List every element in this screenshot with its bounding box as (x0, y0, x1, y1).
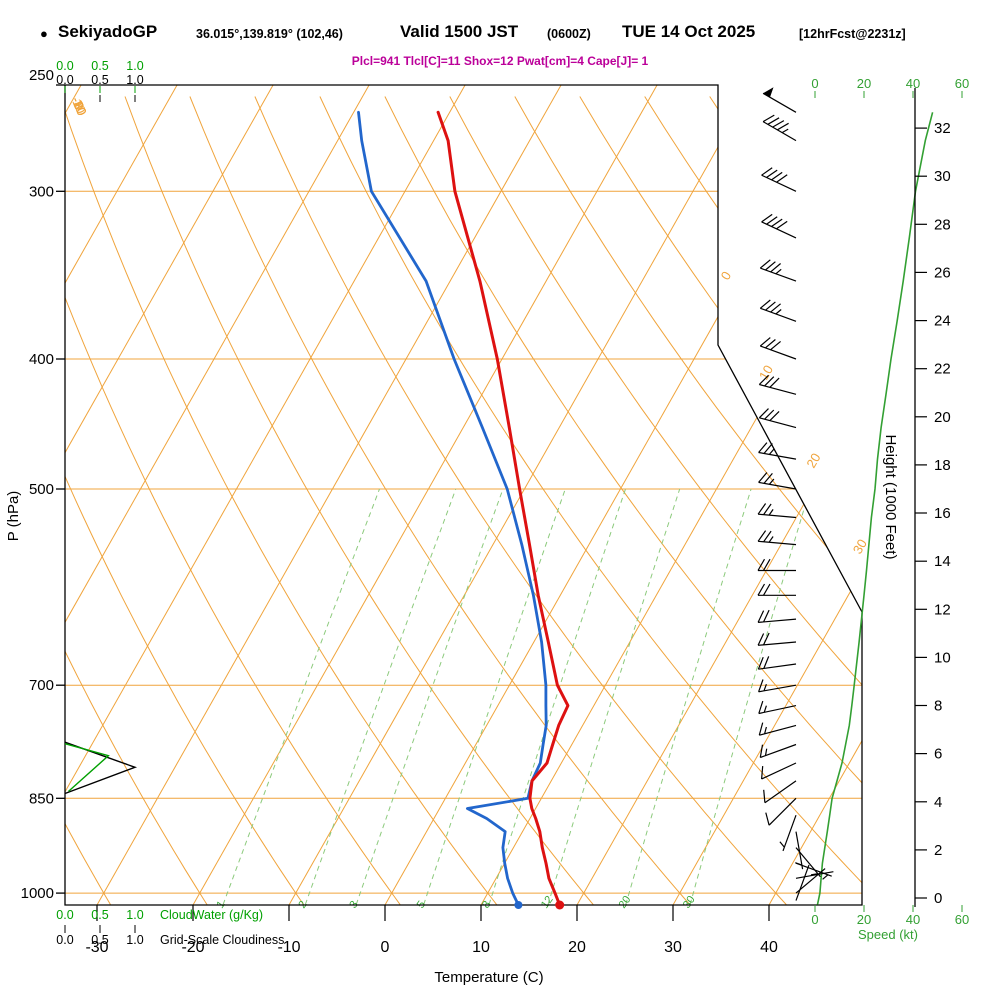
svg-text:0.5: 0.5 (91, 73, 108, 87)
mixing-ratio-labels: 1 2 3 5 8 12 20 30 (214, 894, 697, 911)
svg-text:0.0: 0.0 (56, 933, 73, 947)
svg-text:-30: -30 (85, 939, 108, 956)
svg-text:4: 4 (934, 794, 942, 811)
valid-date: TUE 14 Oct 2025 (622, 22, 756, 41)
svg-text:8: 8 (934, 698, 942, 715)
svg-text:24: 24 (934, 313, 951, 330)
svg-text:30: 30 (850, 536, 870, 556)
svg-text:40: 40 (760, 939, 778, 956)
svg-text:-10: -10 (277, 939, 300, 956)
svg-text:28: 28 (934, 216, 951, 233)
stability-indices: Plcl=941 Tlcl[C]=11 Shox=12 Pwat[cm]=4 C… (351, 54, 649, 68)
svg-text:P (hPa): P (hPa) (5, 491, 22, 542)
svg-text:30: 30 (681, 894, 698, 911)
svg-text:1.0: 1.0 (126, 908, 143, 922)
svg-text:10: 10 (472, 939, 490, 956)
svg-text:1.0: 1.0 (126, 59, 143, 73)
svg-text:18: 18 (934, 457, 951, 474)
svg-text:10: 10 (934, 649, 951, 666)
svg-text:1.0: 1.0 (126, 73, 143, 87)
station-bullet-icon: ● (40, 26, 48, 41)
svg-text:0: 0 (811, 912, 818, 927)
svg-text:40: 40 (906, 912, 920, 927)
station-name: SekiyadoGP (58, 22, 158, 41)
cloud-water-profile (64, 743, 110, 792)
surface-dewpoint-marker (514, 901, 523, 909)
svg-text:-20: -20 (181, 939, 204, 956)
svg-text:20: 20 (857, 76, 871, 91)
svg-text:400: 400 (29, 351, 54, 368)
svg-text:32: 32 (934, 120, 951, 137)
svg-text:30: 30 (934, 168, 951, 185)
svg-text:Speed (kt): Speed (kt) (858, 927, 918, 942)
mixing-ratio-lines (222, 488, 811, 905)
svg-text:20: 20 (857, 912, 871, 927)
svg-text:0.5: 0.5 (91, 59, 108, 73)
svg-text:30: 30 (664, 939, 682, 956)
svg-text:1.0: 1.0 (126, 933, 143, 947)
svg-text:12: 12 (539, 894, 556, 911)
svg-text:26: 26 (934, 264, 951, 281)
svg-text:300: 300 (29, 183, 54, 200)
svg-text:0.5: 0.5 (91, 908, 108, 922)
svg-text:20: 20 (803, 450, 823, 470)
valid-time: Valid 1500 JST (400, 22, 519, 41)
svg-text:20: 20 (617, 894, 634, 911)
svg-text:-20: -20 (69, 95, 90, 118)
cloud-scales: 0.00.00.00.00.50.50.50.51.01.01.01.0Clou… (56, 59, 284, 947)
svg-text:0: 0 (811, 76, 818, 91)
surface-temp-marker (555, 900, 565, 910)
svg-text:0: 0 (381, 939, 390, 956)
svg-text:0.0: 0.0 (56, 908, 73, 922)
svg-text:Height (1000 Feet): Height (1000 Feet) (882, 434, 899, 559)
svg-text:12: 12 (934, 601, 951, 618)
svg-text:-10: -10 (69, 95, 90, 118)
svg-text:-30: -30 (69, 95, 90, 118)
svg-text:Temperature (C): Temperature (C) (434, 969, 543, 986)
svg-text:40: 40 (906, 76, 920, 91)
svg-text:10: 10 (756, 362, 776, 382)
svg-text:0.0: 0.0 (56, 59, 73, 73)
svg-text:10: 10 (69, 97, 88, 116)
skewt-grid (65, 85, 862, 905)
temperature-curve (436, 110, 570, 907)
svg-text:CloudWater (g/Kg): CloudWater (g/Kg) (160, 908, 263, 922)
dewpoint-curve (357, 110, 548, 907)
svg-text:20: 20 (934, 409, 951, 426)
svg-text:60: 60 (955, 76, 969, 91)
svg-text:0.0: 0.0 (56, 73, 73, 87)
forecast-info: [12hrFcst@2231z] (799, 27, 906, 41)
station-coordinates: 36.015°,139.819° (102,46) (196, 27, 343, 41)
valid-time-utc: (0600Z) (547, 27, 591, 41)
svg-text:16: 16 (934, 505, 951, 522)
svg-text:22: 22 (934, 361, 951, 378)
svg-text:0: 0 (934, 890, 942, 907)
svg-text:700: 700 (29, 677, 54, 694)
svg-text:Grid-Scale Cloudiness: Grid-Scale Cloudiness (160, 933, 284, 947)
svg-text:850: 850 (29, 790, 54, 807)
wind-barbs (757, 87, 834, 901)
svg-text:0: 0 (718, 269, 735, 283)
svg-text:60: 60 (955, 912, 969, 927)
svg-text:1000: 1000 (21, 885, 54, 902)
svg-text:20: 20 (568, 939, 586, 956)
wind-speed-curve (816, 112, 934, 905)
svg-text:6: 6 (934, 746, 942, 763)
svg-text:0.5: 0.5 (91, 933, 108, 947)
svg-text:2: 2 (934, 842, 942, 859)
svg-text:250: 250 (29, 67, 54, 84)
svg-text:500: 500 (29, 481, 54, 498)
svg-text:14: 14 (934, 553, 951, 570)
